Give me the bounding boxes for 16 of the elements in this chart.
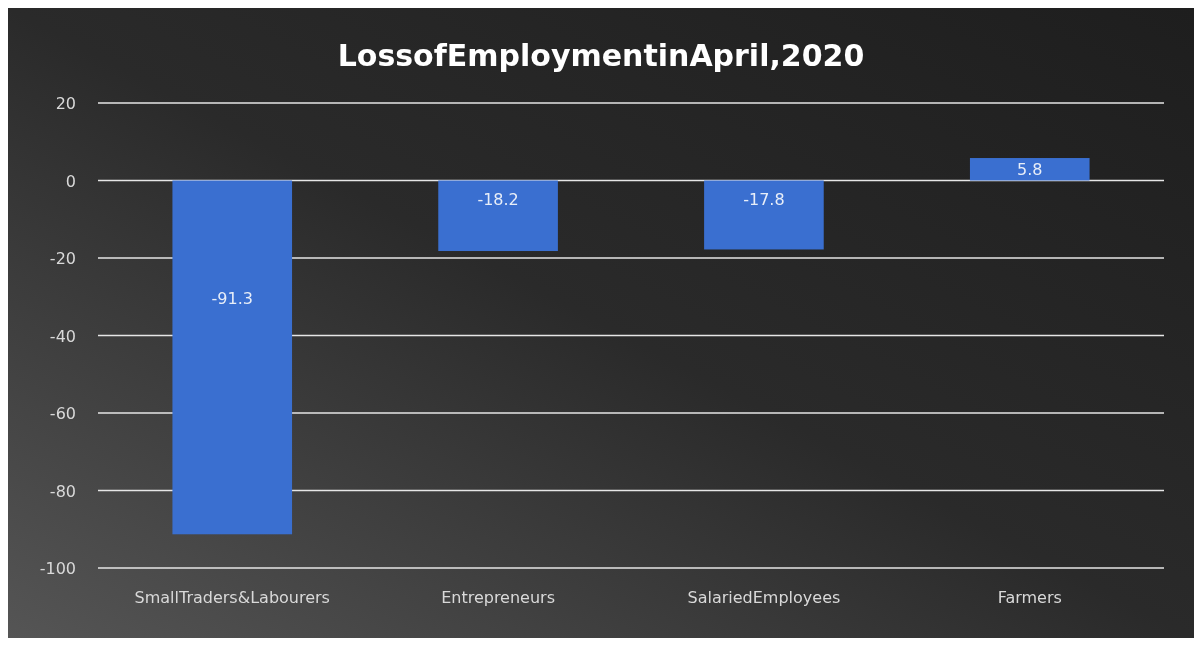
x-tick-label: Farmers: [997, 588, 1062, 607]
data-label: -18.2: [477, 190, 519, 210]
x-tick-label: SmallTraders&Labourers: [134, 588, 330, 607]
chart-title: LossofEmploymentinApril,2020: [337, 38, 865, 73]
data-label: -91.3: [211, 289, 253, 309]
x-tick-label: SalariedEmployees: [687, 588, 841, 607]
y-tick-label: -80: [49, 481, 76, 501]
data-label: -17.8: [743, 189, 785, 209]
y-tick-label: 0: [65, 171, 76, 191]
x-tick-label: Entrepreneurs: [441, 588, 556, 607]
y-tick-label: -100: [39, 559, 76, 578]
y-tick-label: -60: [49, 404, 76, 423]
y-tick-label: 20: [55, 94, 76, 113]
y-tick-label: -40: [49, 326, 76, 346]
data-label: 5.8: [1017, 160, 1043, 180]
y-tick-label: -20: [49, 249, 76, 268]
